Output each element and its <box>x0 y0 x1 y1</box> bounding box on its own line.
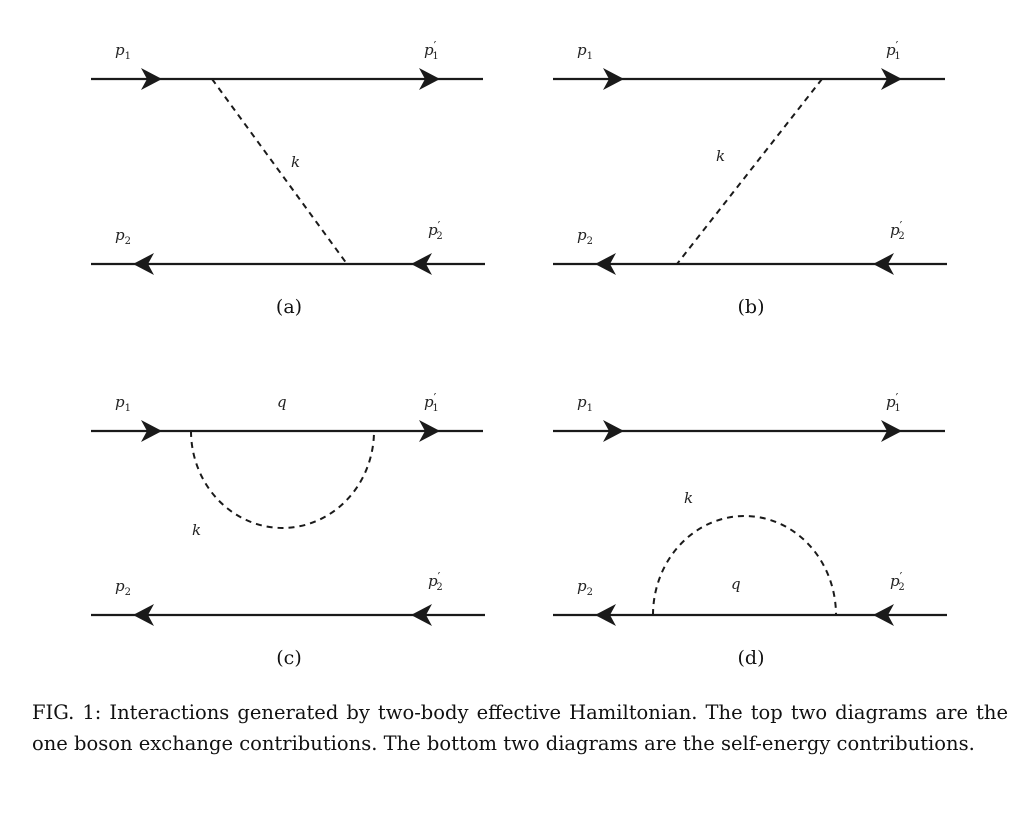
momentum-label-p2: p2 <box>577 226 593 247</box>
panel-b: p1 p′ 1 p2 p′ 2 k (b) <box>553 39 947 318</box>
momentum-label-p1-prime: p′ 1 <box>424 39 439 62</box>
momentum-label-p2-prime: p′ 2 <box>428 570 443 593</box>
momentum-label-p2: p2 <box>577 577 593 598</box>
boson-loop-arc <box>190 430 375 529</box>
arrow-right-icon <box>881 68 902 90</box>
boson-exchange-line <box>676 78 823 265</box>
feynman-diagram-figure: p1 p′ 1 p2 p′ 2 k (a) p1 p′ 1 p2 p′ 2 k (b) … <box>91 39 947 669</box>
panel-label-c: (c) <box>276 647 301 669</box>
panel-a: p1 p′ 1 p2 p′ 2 k (a) <box>91 39 485 318</box>
arrow-left-icon <box>595 604 616 626</box>
boson-momentum-label: k <box>192 521 201 539</box>
boson-momentum-label: k <box>684 489 693 507</box>
momentum-label-p2: p2 <box>115 577 131 598</box>
panel-label-a: (a) <box>276 296 302 318</box>
panel-label-b: (b) <box>738 296 765 318</box>
arrow-right-icon <box>141 420 162 442</box>
arrow-right-icon <box>141 68 162 90</box>
momentum-label-p1: p1 <box>577 393 593 414</box>
momentum-label-p2-prime: p′ 2 <box>890 570 905 593</box>
figure-caption: FIG. 1: Interactions generated by two-bo… <box>32 701 1008 755</box>
momentum-label-p1: p1 <box>115 41 131 62</box>
arrow-right-icon <box>881 420 902 442</box>
internal-momentum-label: q <box>277 393 287 411</box>
arrow-left-icon <box>411 604 432 626</box>
arrow-left-icon <box>873 604 894 626</box>
arrow-right-icon <box>603 68 624 90</box>
boson-loop-arc <box>652 515 837 616</box>
boson-exchange-line <box>211 78 348 265</box>
momentum-label-p2-prime: p′ 2 <box>890 219 905 242</box>
panel-label-d: (d) <box>738 647 765 669</box>
momentum-label-p1-prime: p′ 1 <box>886 39 901 62</box>
momentum-label-p2: p2 <box>115 226 131 247</box>
arrow-left-icon <box>873 253 894 275</box>
momentum-label-p1: p1 <box>115 393 131 414</box>
panel-c: p1 p′ 1 p2 p′ 2 q k (c) <box>91 391 485 669</box>
boson-momentum-label: k <box>291 153 300 171</box>
internal-momentum-label: q <box>731 575 741 593</box>
arrow-left-icon <box>411 253 432 275</box>
momentum-label-p2-prime: p′ 2 <box>428 219 443 242</box>
momentum-label-p1-prime: p′ 1 <box>424 391 439 414</box>
arrow-right-icon <box>419 68 440 90</box>
arrow-right-icon <box>603 420 624 442</box>
arrow-left-icon <box>133 253 154 275</box>
arrow-left-icon <box>133 604 154 626</box>
arrow-left-icon <box>595 253 616 275</box>
arrow-right-icon <box>419 420 440 442</box>
momentum-label-p1: p1 <box>577 41 593 62</box>
boson-momentum-label: k <box>716 147 725 165</box>
momentum-label-p1-prime: p′ 1 <box>886 391 901 414</box>
panel-d: p1 p′ 1 p2 p′ 2 k q (d) <box>553 391 947 669</box>
